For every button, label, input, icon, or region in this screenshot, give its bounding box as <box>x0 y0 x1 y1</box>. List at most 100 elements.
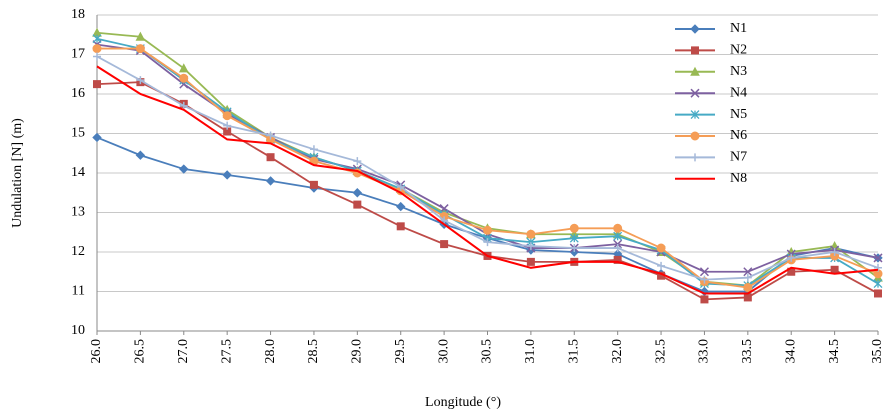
marker <box>353 200 362 209</box>
x-tick-label: 31.0 <box>523 339 538 364</box>
series-line <box>96 37 879 287</box>
marker <box>526 242 535 251</box>
x-tick-label: 33.0 <box>697 339 712 364</box>
x-tick-label: 27.0 <box>176 339 191 364</box>
marker <box>613 255 622 264</box>
marker <box>135 31 146 41</box>
y-tick-label: 15 <box>71 126 85 141</box>
marker <box>92 34 102 44</box>
y-axis-title: Undulation [N] (m) <box>10 118 25 228</box>
series-line <box>96 65 879 295</box>
marker <box>265 176 276 186</box>
x-tick-label: 35.0 <box>870 339 885 364</box>
marker <box>223 121 232 130</box>
marker <box>656 243 666 253</box>
marker <box>569 223 579 233</box>
marker <box>309 180 318 189</box>
y-tick-label: 11 <box>72 284 85 299</box>
marker <box>613 223 623 233</box>
marker <box>483 238 492 247</box>
x-tick-label: 28.0 <box>263 339 278 364</box>
marker <box>353 157 362 166</box>
marker <box>483 225 492 235</box>
marker <box>92 44 102 54</box>
marker <box>873 279 883 289</box>
marker <box>92 132 102 143</box>
marker <box>787 253 796 262</box>
marker <box>830 248 839 256</box>
marker <box>136 76 145 85</box>
marker <box>690 24 700 34</box>
series-line <box>96 31 879 287</box>
marker <box>874 289 882 298</box>
marker <box>873 253 883 263</box>
marker <box>613 231 623 241</box>
legend-label: N2 <box>730 43 747 58</box>
marker <box>179 101 188 110</box>
marker <box>179 73 189 83</box>
x-tick-label: 32.5 <box>653 339 668 364</box>
x-tick-label: 27.5 <box>219 339 234 364</box>
marker <box>613 244 622 253</box>
legend-label: N1 <box>730 21 747 36</box>
marker <box>222 111 232 121</box>
y-tick-label: 18 <box>71 7 85 22</box>
y-tick-label: 17 <box>71 47 85 62</box>
x-tick-label: 31.5 <box>566 339 581 364</box>
x-tick-label: 30.5 <box>480 339 495 364</box>
marker <box>396 201 406 212</box>
marker <box>700 275 709 284</box>
marker <box>396 222 405 231</box>
marker <box>569 233 579 243</box>
x-tick-label: 26.5 <box>133 339 148 364</box>
legend-label: N6 <box>730 128 747 143</box>
marker <box>222 170 232 180</box>
marker <box>135 150 146 160</box>
marker <box>700 295 709 304</box>
marker <box>657 261 666 270</box>
marker <box>830 265 839 274</box>
legend-label: N8 <box>730 171 747 186</box>
marker <box>352 188 363 198</box>
marker <box>690 88 700 98</box>
legend-label: N4 <box>730 85 747 100</box>
marker <box>690 131 700 141</box>
x-tick-label: 29.5 <box>393 339 408 364</box>
legend-label: N3 <box>730 64 747 79</box>
marker <box>743 293 752 302</box>
x-tick-label: 34.5 <box>827 339 842 364</box>
y-tick-label: 12 <box>71 244 85 259</box>
marker <box>266 131 275 140</box>
marker <box>743 267 753 277</box>
x-tick-label: 30.0 <box>436 339 451 364</box>
marker <box>699 267 709 277</box>
x-tick-label: 28.5 <box>306 339 321 364</box>
x-axis-title: Longitude (°) <box>425 395 501 410</box>
marker <box>93 80 101 89</box>
marker <box>309 145 318 154</box>
marker <box>690 110 700 120</box>
marker <box>178 63 189 73</box>
marker <box>691 153 699 162</box>
x-tick-label: 33.5 <box>740 339 755 364</box>
series-line <box>96 136 879 293</box>
marker <box>743 273 752 282</box>
marker <box>526 229 536 239</box>
y-tick-label: 14 <box>71 165 85 180</box>
marker <box>440 216 449 225</box>
marker <box>266 153 275 162</box>
marker <box>691 46 699 55</box>
x-tick-label: 34.0 <box>783 339 798 364</box>
marker <box>396 182 405 191</box>
marker <box>135 44 145 54</box>
marker <box>690 66 700 76</box>
marker <box>179 164 189 174</box>
marker <box>526 257 535 266</box>
series-line <box>96 55 879 281</box>
x-tick-label: 29.0 <box>350 339 365 364</box>
y-tick-label: 16 <box>71 86 85 101</box>
marker <box>93 52 101 61</box>
marker <box>743 283 753 293</box>
legend-label: N7 <box>730 150 747 165</box>
